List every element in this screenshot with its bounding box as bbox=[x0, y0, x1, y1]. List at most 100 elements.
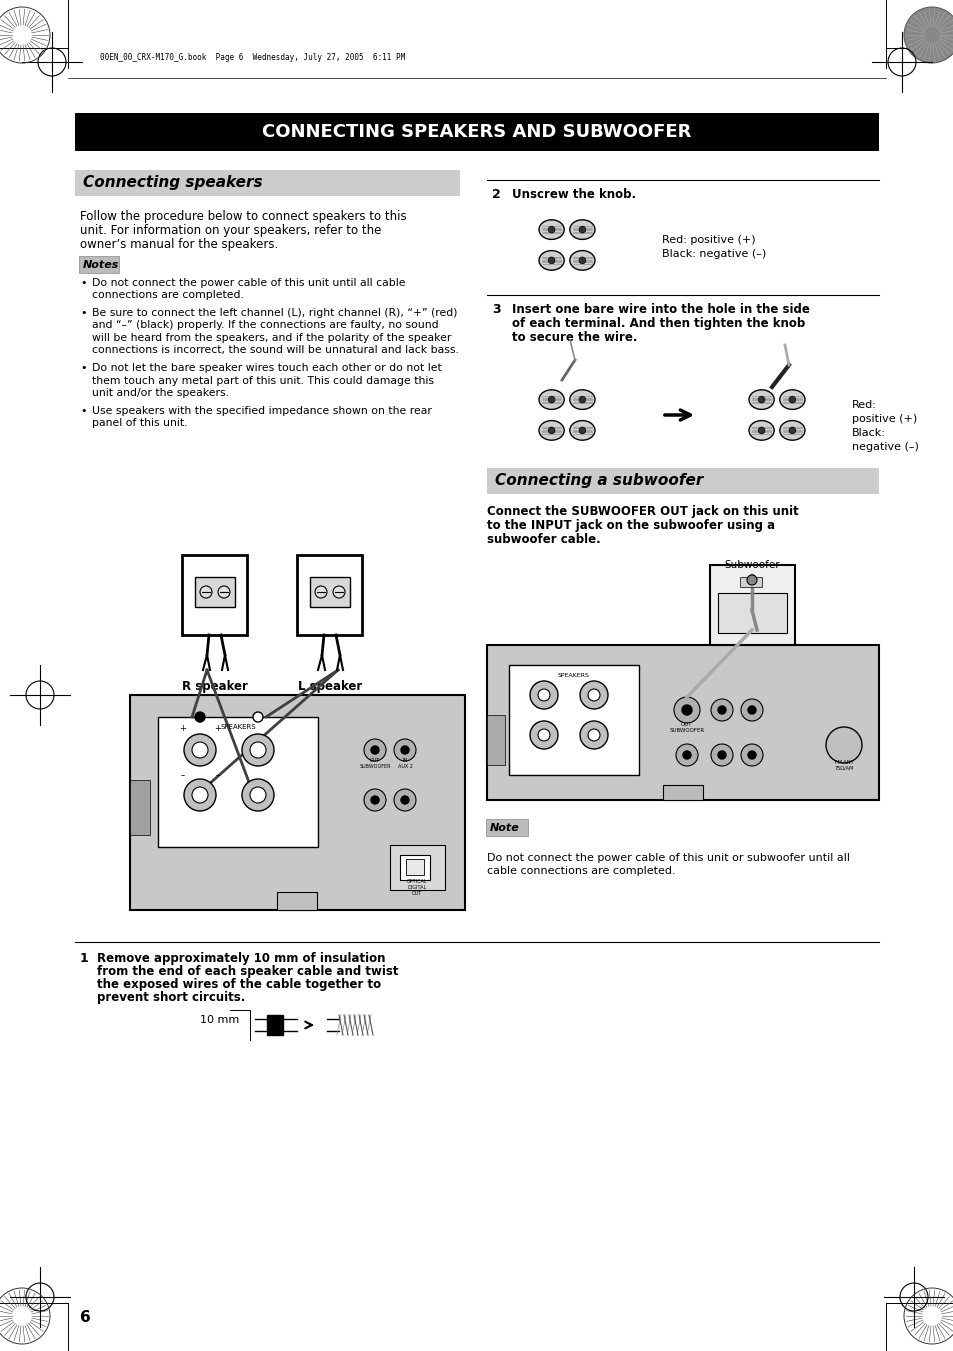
Text: Do not connect the power cable of this unit or subwoofer until all: Do not connect the power cable of this u… bbox=[486, 852, 849, 863]
Text: R speaker: R speaker bbox=[182, 680, 248, 693]
Text: 00EN_00_CRX-M170_G.book  Page 6  Wednesday, July 27, 2005  6:11 PM: 00EN_00_CRX-M170_G.book Page 6 Wednesday… bbox=[100, 54, 405, 62]
Circle shape bbox=[682, 751, 690, 759]
Bar bbox=[486, 715, 504, 765]
Circle shape bbox=[578, 396, 585, 403]
Text: SPEAKERS: SPEAKERS bbox=[220, 724, 255, 730]
Text: •: • bbox=[80, 363, 87, 373]
Bar bbox=[390, 844, 444, 890]
Text: Unscrew the knob.: Unscrew the knob. bbox=[512, 188, 636, 201]
Bar bbox=[130, 780, 150, 835]
Text: –: – bbox=[215, 771, 220, 780]
Circle shape bbox=[747, 751, 755, 759]
Circle shape bbox=[578, 427, 585, 434]
Circle shape bbox=[242, 734, 274, 766]
Text: OUT
SUBWOOFER: OUT SUBWOOFER bbox=[669, 723, 704, 734]
Text: owner’s manual for the speakers.: owner’s manual for the speakers. bbox=[80, 238, 278, 251]
Circle shape bbox=[394, 739, 416, 761]
Text: panel of this unit.: panel of this unit. bbox=[91, 417, 188, 428]
Circle shape bbox=[758, 427, 764, 434]
Text: subwoofer cable.: subwoofer cable. bbox=[486, 534, 600, 546]
Text: Notes: Notes bbox=[83, 259, 119, 270]
Circle shape bbox=[364, 789, 386, 811]
Ellipse shape bbox=[569, 390, 595, 409]
Circle shape bbox=[192, 788, 208, 802]
Circle shape bbox=[718, 707, 725, 713]
Text: unit. For information on your speakers, refer to the: unit. For information on your speakers, … bbox=[80, 224, 381, 236]
Text: L speaker: L speaker bbox=[297, 680, 362, 693]
Circle shape bbox=[746, 576, 757, 585]
Circle shape bbox=[537, 730, 550, 740]
Text: IN
AUX 2: IN AUX 2 bbox=[397, 758, 412, 769]
Bar bbox=[486, 644, 878, 800]
Ellipse shape bbox=[569, 420, 595, 440]
Text: 2: 2 bbox=[492, 188, 500, 201]
Circle shape bbox=[314, 586, 327, 598]
Circle shape bbox=[371, 796, 378, 804]
Text: Connecting a subwoofer: Connecting a subwoofer bbox=[495, 473, 702, 489]
Text: CONNECTING SPEAKERS AND SUBWOOFER: CONNECTING SPEAKERS AND SUBWOOFER bbox=[262, 123, 691, 141]
Text: Connect the SUBWOOFER OUT jack on this unit: Connect the SUBWOOFER OUT jack on this u… bbox=[486, 505, 798, 517]
Circle shape bbox=[548, 427, 555, 434]
Circle shape bbox=[740, 698, 762, 721]
Text: OPTICAL
DIGITAL
OUT: OPTICAL DIGITAL OUT bbox=[406, 880, 427, 896]
Text: FM ANT
75Ω/AM: FM ANT 75Ω/AM bbox=[834, 761, 853, 771]
Bar bbox=[297, 555, 362, 635]
Circle shape bbox=[400, 746, 409, 754]
Circle shape bbox=[747, 707, 755, 713]
Circle shape bbox=[200, 586, 212, 598]
Bar bbox=[509, 665, 639, 775]
Ellipse shape bbox=[569, 220, 595, 239]
FancyBboxPatch shape bbox=[485, 819, 527, 836]
Bar bbox=[182, 555, 247, 635]
Circle shape bbox=[250, 742, 266, 758]
Text: Do not let the bare speaker wires touch each other or do not let: Do not let the bare speaker wires touch … bbox=[91, 363, 441, 373]
Text: 1: 1 bbox=[80, 952, 89, 965]
Circle shape bbox=[740, 744, 762, 766]
Text: and “–” (black) properly. If the connections are faulty, no sound: and “–” (black) properly. If the connect… bbox=[91, 320, 438, 331]
Circle shape bbox=[218, 586, 230, 598]
FancyBboxPatch shape bbox=[79, 255, 119, 273]
Bar bbox=[75, 113, 878, 151]
Bar bbox=[276, 892, 316, 911]
Circle shape bbox=[548, 226, 555, 232]
Circle shape bbox=[710, 744, 732, 766]
Bar bbox=[310, 577, 350, 607]
Bar bbox=[399, 855, 430, 880]
Text: –: – bbox=[181, 771, 185, 780]
Circle shape bbox=[681, 705, 691, 715]
Text: •: • bbox=[80, 308, 87, 317]
Circle shape bbox=[718, 751, 725, 759]
Ellipse shape bbox=[748, 390, 774, 409]
Ellipse shape bbox=[538, 250, 563, 270]
Text: 6: 6 bbox=[80, 1310, 91, 1325]
Ellipse shape bbox=[538, 420, 563, 440]
Ellipse shape bbox=[779, 390, 804, 409]
Text: Be sure to connect the left channel (L), right channel (R), “+” (red): Be sure to connect the left channel (L),… bbox=[91, 308, 457, 317]
Circle shape bbox=[587, 689, 599, 701]
Text: •: • bbox=[80, 278, 87, 288]
Bar bbox=[406, 859, 423, 875]
Circle shape bbox=[184, 780, 215, 811]
Circle shape bbox=[530, 721, 558, 748]
Text: to secure the wire.: to secure the wire. bbox=[512, 331, 637, 345]
Text: connections is incorrect, the sound will be unnatural and lack bass.: connections is incorrect, the sound will… bbox=[91, 346, 458, 355]
Text: the exposed wires of the cable together to: the exposed wires of the cable together … bbox=[97, 978, 381, 992]
Circle shape bbox=[250, 788, 266, 802]
Text: 10 mm: 10 mm bbox=[200, 1015, 239, 1025]
Bar bbox=[194, 577, 234, 607]
Text: SPEAKERS: SPEAKERS bbox=[558, 673, 589, 678]
Circle shape bbox=[371, 746, 378, 754]
Circle shape bbox=[548, 257, 555, 263]
Text: •: • bbox=[80, 405, 87, 416]
Text: will be heard from the speakers, and if the polarity of the speaker: will be heard from the speakers, and if … bbox=[91, 332, 451, 343]
Circle shape bbox=[578, 257, 585, 263]
Circle shape bbox=[676, 744, 698, 766]
Text: connections are completed.: connections are completed. bbox=[91, 290, 244, 300]
Circle shape bbox=[579, 721, 607, 748]
Circle shape bbox=[333, 586, 345, 598]
Text: cable connections are completed.: cable connections are completed. bbox=[486, 866, 675, 875]
Circle shape bbox=[192, 742, 208, 758]
Circle shape bbox=[710, 698, 732, 721]
Circle shape bbox=[253, 712, 263, 721]
Circle shape bbox=[579, 681, 607, 709]
